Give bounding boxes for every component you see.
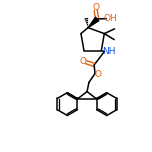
Text: OH: OH — [103, 14, 117, 23]
Text: O: O — [94, 70, 101, 79]
Polygon shape — [88, 17, 99, 28]
Text: O: O — [92, 3, 99, 12]
Text: NH: NH — [102, 47, 116, 56]
Text: O: O — [80, 57, 87, 66]
